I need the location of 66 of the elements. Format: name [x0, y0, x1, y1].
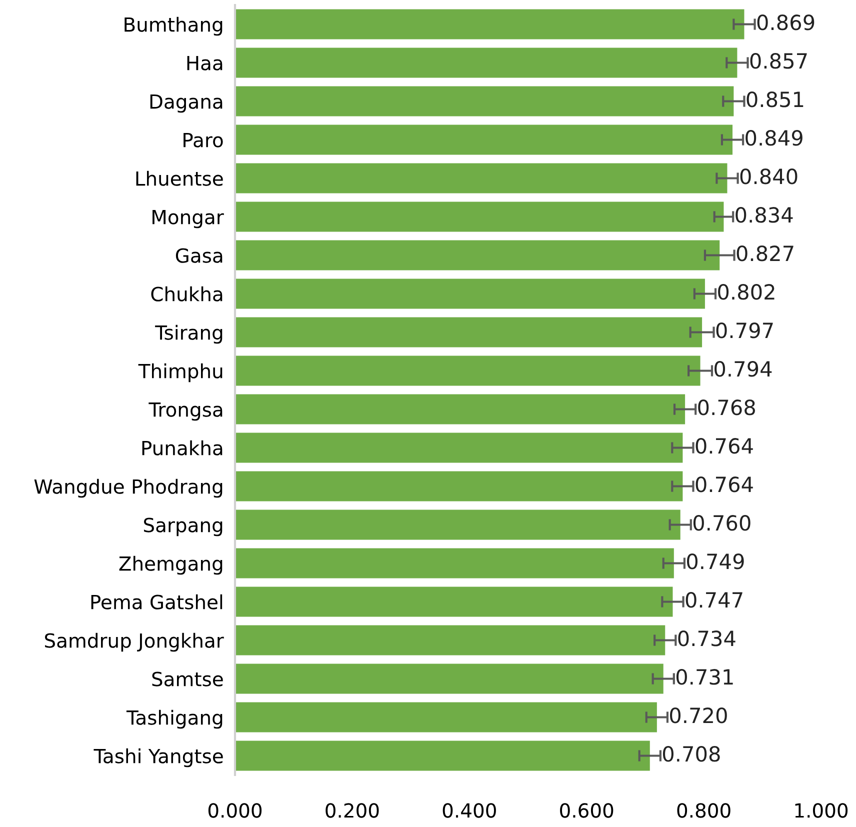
data-label: 0.720 [670, 708, 727, 724]
bar [235, 664, 664, 694]
data-label: 0.851 [746, 92, 804, 108]
bar [235, 278, 705, 309]
bar [235, 394, 686, 424]
bar [235, 432, 683, 463]
bar [235, 625, 666, 656]
y-tick-label: Mongar [152, 210, 224, 228]
bar [235, 586, 673, 617]
data-label: 0.734 [678, 630, 736, 646]
data-label: 0.764 [696, 438, 753, 454]
y-tick-label: Tashigang [126, 710, 222, 729]
data-label: 0.794 [714, 361, 772, 377]
y-tick-label: Pema Gatshel [91, 594, 222, 610]
y-tick-label: Wangdue Phodrang [34, 478, 222, 498]
x-tick-label: 0.800 [677, 803, 730, 818]
y-tick-label: Lhuentse [136, 170, 223, 186]
data-label: 0.827 [736, 246, 794, 262]
data-label: 0.747 [686, 592, 742, 608]
y-tick-label: Tashi Yangtse [94, 748, 223, 768]
bar [235, 124, 733, 155]
data-label: 0.708 [662, 746, 720, 762]
y-tick-label: Paro [184, 132, 223, 148]
bar [235, 510, 680, 540]
data-label: 0.834 [736, 207, 793, 223]
data-label: 0.857 [750, 53, 807, 69]
bar [235, 9, 744, 40]
y-tick-label: Gasa [176, 248, 222, 263]
y-tick-label: Zhemgang [119, 556, 222, 575]
y-tick-label: Samdrup Jongkhar [44, 632, 224, 652]
bar [235, 48, 738, 78]
bar [235, 202, 724, 232]
y-tick-label: Haa [187, 56, 222, 70]
x-tick-label: 0.200 [326, 803, 379, 818]
data-label: 0.749 [687, 554, 744, 570]
bar [235, 356, 700, 386]
x-tick-label: 0.000 [208, 803, 262, 818]
y-tick-label: Trongsa [148, 402, 222, 421]
bar [235, 548, 674, 578]
y-tick-label: Bumthang [124, 16, 222, 36]
y-tick-label: Punakha [142, 440, 222, 456]
data-label: 0.869 [757, 14, 814, 30]
bar [235, 163, 728, 194]
data-label: 0.849 [746, 130, 802, 146]
y-tick-label: Tsirang [155, 324, 222, 344]
x-tick-label: 0.600 [560, 803, 614, 818]
data-label: 0.768 [698, 400, 755, 416]
y-tick-label: Samtse [152, 672, 223, 686]
data-label: 0.764 [696, 476, 753, 492]
data-label: 0.802 [718, 284, 774, 300]
data-label: 0.731 [676, 669, 733, 685]
data-label: 0.840 [740, 168, 798, 184]
bar [235, 471, 683, 502]
data-label: 0.797 [716, 322, 773, 338]
y-tick-label: Thimphu [138, 363, 222, 382]
x-tick-label: 1.000 [795, 803, 848, 818]
data-label: 0.760 [693, 515, 750, 531]
bar [235, 86, 734, 116]
y-tick-label: Sarpang [144, 518, 222, 536]
x-tick-label: 0.400 [442, 803, 496, 818]
bar [235, 240, 720, 270]
bar [235, 740, 650, 771]
y-tick-label: Dagana [150, 94, 222, 113]
y-tick-label: Chukha [151, 286, 222, 302]
bar [235, 702, 657, 732]
bar [235, 317, 702, 348]
